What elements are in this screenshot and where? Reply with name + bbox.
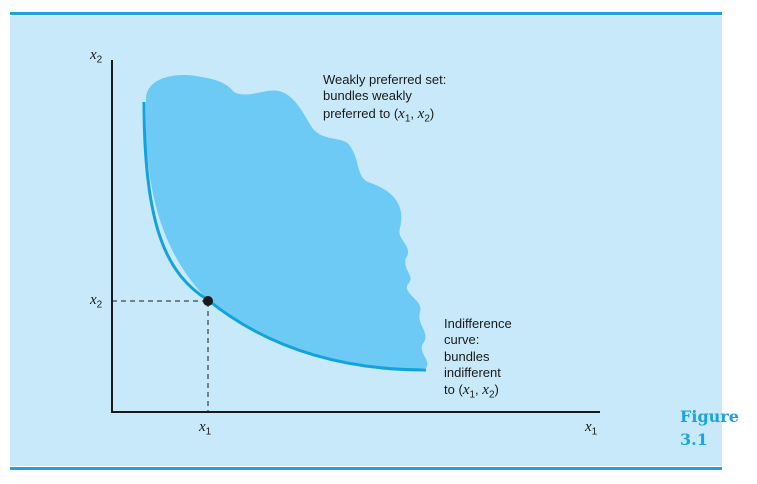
preferred-set-annotation: Weakly preferred set: bundles weakly pre… bbox=[323, 72, 446, 126]
indifference-line-2: curve: bbox=[444, 332, 480, 348]
indifference-line-4: indifferent bbox=[444, 364, 501, 380]
y-axis-label: x2 bbox=[90, 47, 103, 66]
indifference-annotation: Indifference curve: bundles indifferent … bbox=[444, 316, 512, 402]
x2-tick-label: x2 bbox=[90, 292, 103, 311]
indifference-line-1: Indifference bbox=[444, 316, 512, 331]
bundle-point bbox=[203, 296, 213, 306]
top-rule bbox=[10, 12, 722, 15]
bottom-rule bbox=[10, 467, 722, 470]
preferred-line-2: bundles weakly bbox=[323, 88, 412, 104]
preferred-line-1: Weakly preferred set: bbox=[323, 72, 447, 87]
indifference-bundle: (x1, x2) bbox=[458, 382, 499, 401]
figure-word: Figure bbox=[680, 407, 739, 426]
preferred-line-3: preferred to (x1, x2) bbox=[323, 105, 435, 125]
indifference-line-3: bundles bbox=[444, 348, 490, 364]
figure-number: 3.1 bbox=[680, 430, 708, 449]
x-axis-label: x1 bbox=[585, 419, 598, 438]
indifference-line-5: to (x1, x2) bbox=[444, 382, 499, 401]
weakly-preferred-region bbox=[145, 75, 428, 371]
preferred-bundle: (x1, x2) bbox=[393, 105, 435, 125]
x1-tick-label: x1 bbox=[199, 419, 212, 438]
